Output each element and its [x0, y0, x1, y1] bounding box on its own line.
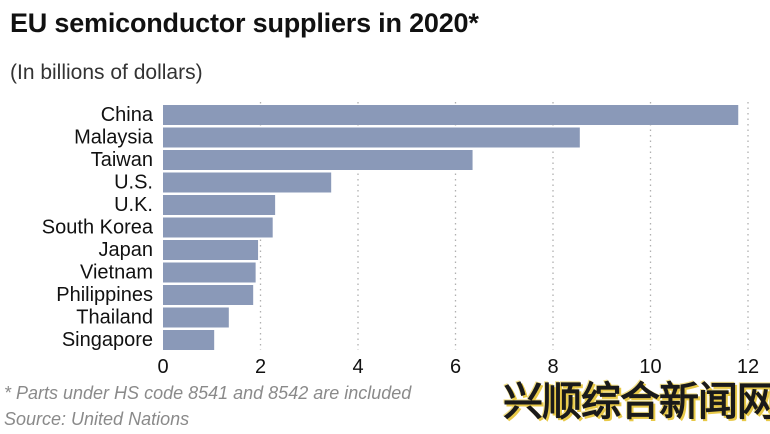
- x-tick-labels: 0 2 4 6 8 10 12: [157, 356, 759, 378]
- chart-subtitle: (In billions of dollars): [10, 61, 203, 84]
- category-label: Singapore: [62, 329, 153, 351]
- chart-title: EU semiconductor suppliers in 2020*: [10, 8, 479, 38]
- category-label: South Korea: [42, 217, 154, 239]
- x-tick-label: 10: [639, 356, 661, 378]
- bar-south-korea: [163, 217, 273, 238]
- bar-thailand: [163, 307, 229, 328]
- category-label: U.K.: [114, 194, 153, 216]
- bar-vietnam: [163, 262, 256, 283]
- x-tick-label: 4: [352, 356, 363, 378]
- category-label: Vietnam: [80, 262, 153, 284]
- bar-japan: [163, 240, 259, 260]
- category-label: Philippines: [56, 284, 153, 306]
- category-label: U.S.: [114, 172, 153, 194]
- bars: [163, 105, 739, 350]
- category-label: Taiwan: [91, 149, 153, 171]
- x-tick-label: 8: [547, 356, 558, 378]
- bar-u-k: [163, 195, 276, 215]
- footnote: * Parts under HS code 8541 and 8542 are …: [4, 383, 412, 403]
- x-tick-label: 6: [450, 356, 461, 378]
- bar-taiwan: [163, 150, 473, 170]
- x-tick-label: 0: [157, 356, 168, 378]
- watermark-text: 兴顺综合新闻网: [503, 379, 770, 425]
- bar-philippines: [163, 285, 254, 305]
- bar-malaysia: [163, 127, 580, 148]
- site-watermark-logo: 兴顺综合新闻网: [503, 374, 770, 430]
- x-tick-label: 12: [737, 356, 759, 378]
- x-tick-label: 2: [255, 356, 266, 378]
- bar-china: [163, 105, 739, 125]
- bar-u-s: [163, 172, 332, 193]
- category-label: Thailand: [76, 307, 153, 329]
- source-note: Source: United Nations: [4, 409, 190, 429]
- category-label: Japan: [99, 239, 154, 261]
- bar-singapore: [163, 330, 215, 350]
- category-label: Malaysia: [74, 127, 154, 149]
- category-label: China: [101, 104, 154, 126]
